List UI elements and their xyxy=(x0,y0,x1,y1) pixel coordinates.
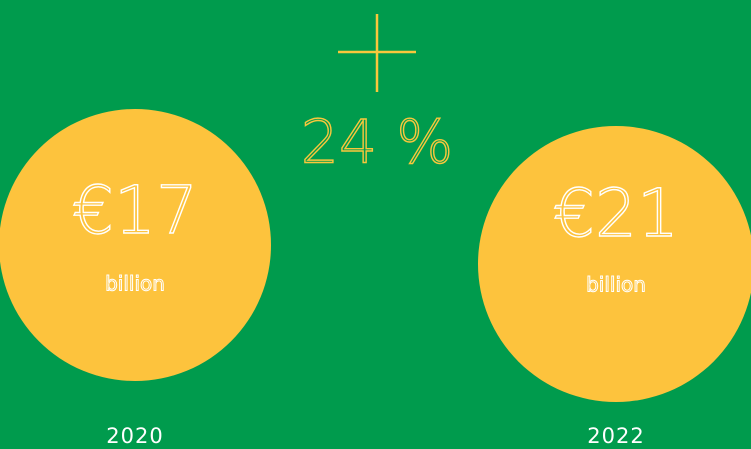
year: 2020 xyxy=(106,424,163,448)
unit: billion xyxy=(586,273,646,297)
plus-sign xyxy=(338,14,416,92)
growth-label: 24 % xyxy=(301,108,453,178)
circle-2020 xyxy=(0,109,271,381)
year: 2022 xyxy=(587,424,644,448)
unit: billion xyxy=(105,272,165,296)
circle-2022 xyxy=(478,126,751,402)
amount: €21 xyxy=(553,175,679,252)
amount: €17 xyxy=(72,172,198,249)
